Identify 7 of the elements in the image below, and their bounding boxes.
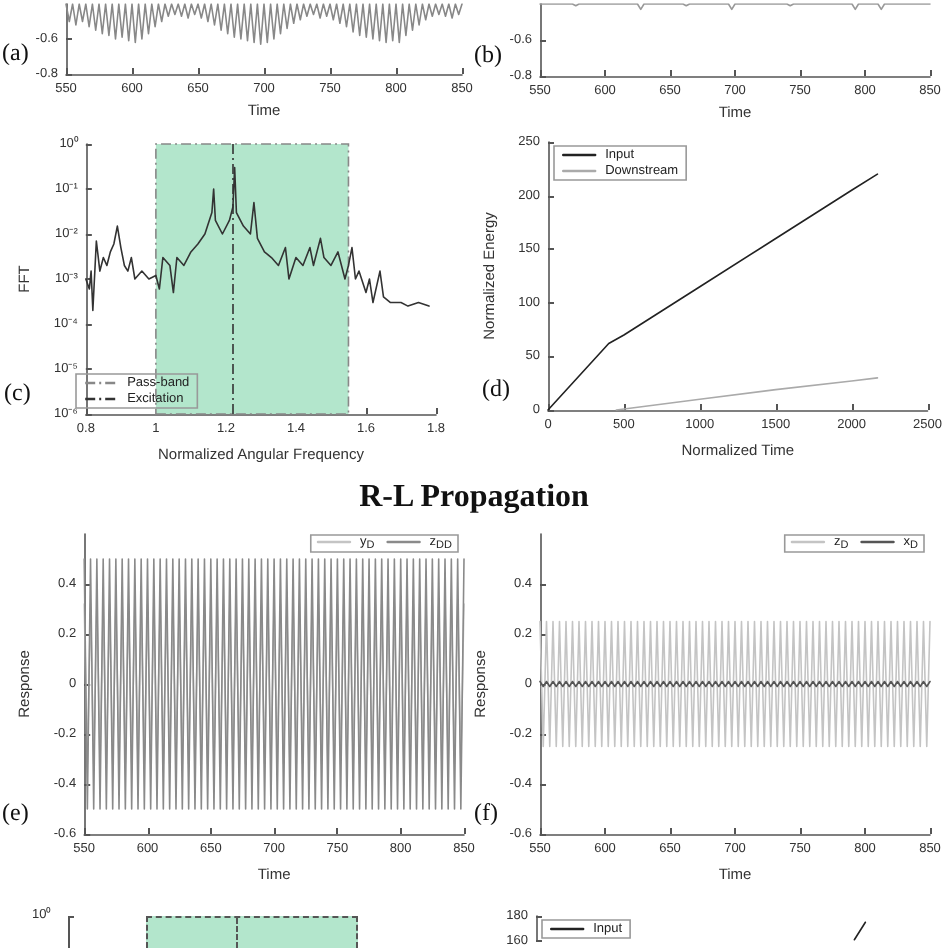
text: (f) [474,798,498,826]
chart-title: R-L Propagation [357,480,591,516]
text: (d) [482,374,510,402]
text: (c) [4,378,31,406]
text: (a) [2,38,29,66]
text: (e) [2,798,29,826]
text: (b) [474,40,502,68]
